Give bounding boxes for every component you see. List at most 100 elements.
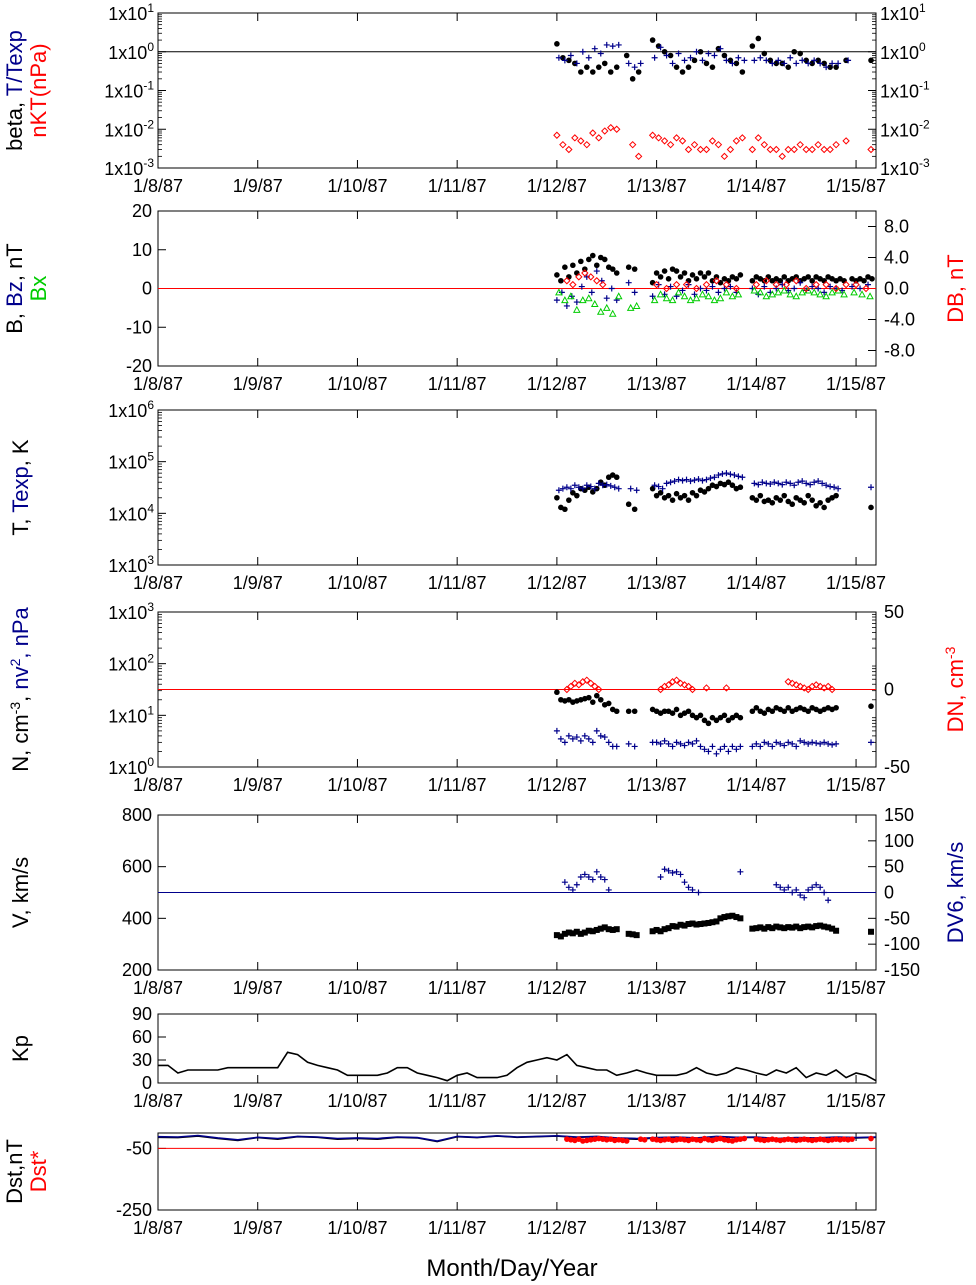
velocity-series-0-point xyxy=(581,929,588,936)
velocity-series-0-point xyxy=(681,922,688,929)
temperature-series-1-point xyxy=(603,481,610,488)
density-x-tick-label: 1/8/87 xyxy=(133,775,183,795)
field-series-1-point xyxy=(679,287,686,294)
field-series-2-point xyxy=(774,288,783,296)
temperature-series-0-point xyxy=(769,499,776,506)
beta-series-1-point xyxy=(763,57,770,64)
temperature-series-1-point xyxy=(835,485,842,492)
field-series-3-point xyxy=(692,284,701,293)
field-y-tick-label-right: 8.0 xyxy=(884,217,909,237)
velocity-series-0-point xyxy=(669,923,676,930)
field-series-2-point xyxy=(768,290,777,298)
density-series-0-point xyxy=(631,708,638,715)
dst-series-2-point xyxy=(641,1136,648,1143)
beta-series-1-point xyxy=(555,54,562,61)
temperature-series-1-point xyxy=(767,480,774,487)
field-y-tick-label: 10 xyxy=(132,240,152,260)
velocity-series-0-point xyxy=(673,923,680,930)
beta-series-0-point xyxy=(733,60,740,67)
velocity-series-0-point xyxy=(601,924,608,931)
field-series-1-point xyxy=(809,283,816,290)
temperature-series-1-point xyxy=(587,483,594,490)
field-series-2-point xyxy=(798,288,807,296)
field-series-3-point xyxy=(569,280,577,289)
density-series-0-point xyxy=(721,712,728,719)
density-series-1-point xyxy=(797,737,804,744)
density-x-tick-label: 1/13/87 xyxy=(627,775,687,795)
temperature-series-0-point xyxy=(777,497,784,503)
field-series-0-point xyxy=(562,264,568,270)
density-series-2-point xyxy=(676,679,685,688)
density-series-0-point xyxy=(685,708,692,715)
density-x-tick-label: 1/12/87 xyxy=(527,775,587,795)
density-series-1-point xyxy=(661,737,668,744)
field-series-0-point xyxy=(609,266,616,272)
density-series-0-point xyxy=(661,708,668,715)
density-series-1-point xyxy=(657,740,664,747)
velocity-series-0-point xyxy=(677,921,684,928)
field-series-3-point xyxy=(575,273,583,281)
beta-series-2-point xyxy=(784,145,792,154)
temperature-series-1-point xyxy=(575,484,582,491)
beta-series-1-point xyxy=(637,60,644,67)
temperature-series-1-point xyxy=(759,479,766,486)
velocity-series-0-point xyxy=(633,932,640,939)
beta-series-0-point xyxy=(649,37,656,43)
beta-series-0-point xyxy=(679,69,686,75)
temperature-series-1-point xyxy=(679,477,686,484)
field-series-1-point xyxy=(715,289,722,296)
velocity-series-1-point xyxy=(581,871,588,878)
field-series-2-point xyxy=(834,286,842,294)
temperature-series-0-point xyxy=(805,492,811,499)
beta-series-1-point xyxy=(741,57,748,64)
panel-kp: 1/8/87 1/9/87 1/10/87 1/11/87 1/12/87 1/13/87… xyxy=(8,1004,886,1111)
field-series-0-point xyxy=(566,274,572,280)
beta-series-0-point xyxy=(635,69,642,75)
temperature-series-1-point xyxy=(723,470,730,477)
beta-frame xyxy=(157,12,877,169)
field-series-3-point xyxy=(702,280,711,289)
velocity-series-0-point xyxy=(597,925,604,932)
field-series-2-point xyxy=(686,296,695,304)
beta-series-2-point xyxy=(702,145,711,154)
velocity-series-0-point xyxy=(561,930,568,937)
density-x-tick-label: 1/11/87 xyxy=(428,775,487,795)
field-series-1-point xyxy=(865,281,872,288)
density-series-1-point xyxy=(769,743,776,750)
field-series-2-point xyxy=(786,290,795,298)
beta-series-2-point xyxy=(571,134,579,142)
beta-x-tick-label: 1/8/87 xyxy=(133,176,183,196)
field-series-2-point xyxy=(674,288,683,296)
density-series-2-point xyxy=(688,685,697,694)
field-series-2-point xyxy=(561,296,569,304)
field-series-3-point xyxy=(762,277,771,285)
beta-series-1-point xyxy=(561,57,568,64)
field-series-0-point xyxy=(705,270,712,276)
field-series-1-point xyxy=(703,287,710,294)
velocity-series-0-point xyxy=(689,920,696,927)
beta-series-0-point xyxy=(785,64,792,70)
field-series-3-point xyxy=(772,280,780,289)
beta-series-1-point xyxy=(631,64,638,71)
density-series-2-point xyxy=(722,684,731,692)
field-series-0-point xyxy=(697,270,704,276)
temperature-series-1-point xyxy=(627,485,634,492)
velocity-series-1-point xyxy=(809,884,816,891)
beta-series-2-point xyxy=(796,140,804,149)
density-series-1-point xyxy=(793,743,800,750)
density-series-1-point xyxy=(785,739,792,746)
temperature-series-0-point xyxy=(669,497,676,503)
field-series-1-point xyxy=(578,283,585,290)
field-series-1-point xyxy=(588,289,595,296)
field-series-0-point xyxy=(713,274,720,280)
density-series-0-point xyxy=(769,708,776,715)
field-x-tick-label: 1/10/87 xyxy=(327,374,387,394)
density-series-1-point xyxy=(773,739,780,746)
field-series-1-point xyxy=(608,285,615,292)
field-series-1-point xyxy=(603,295,610,302)
field-series-1-point xyxy=(857,285,864,292)
field-series-0-point xyxy=(665,276,672,282)
temperature-series-1-point xyxy=(751,480,758,487)
temperature-series-0-point xyxy=(817,499,823,506)
velocity-series-0-point xyxy=(705,919,712,926)
